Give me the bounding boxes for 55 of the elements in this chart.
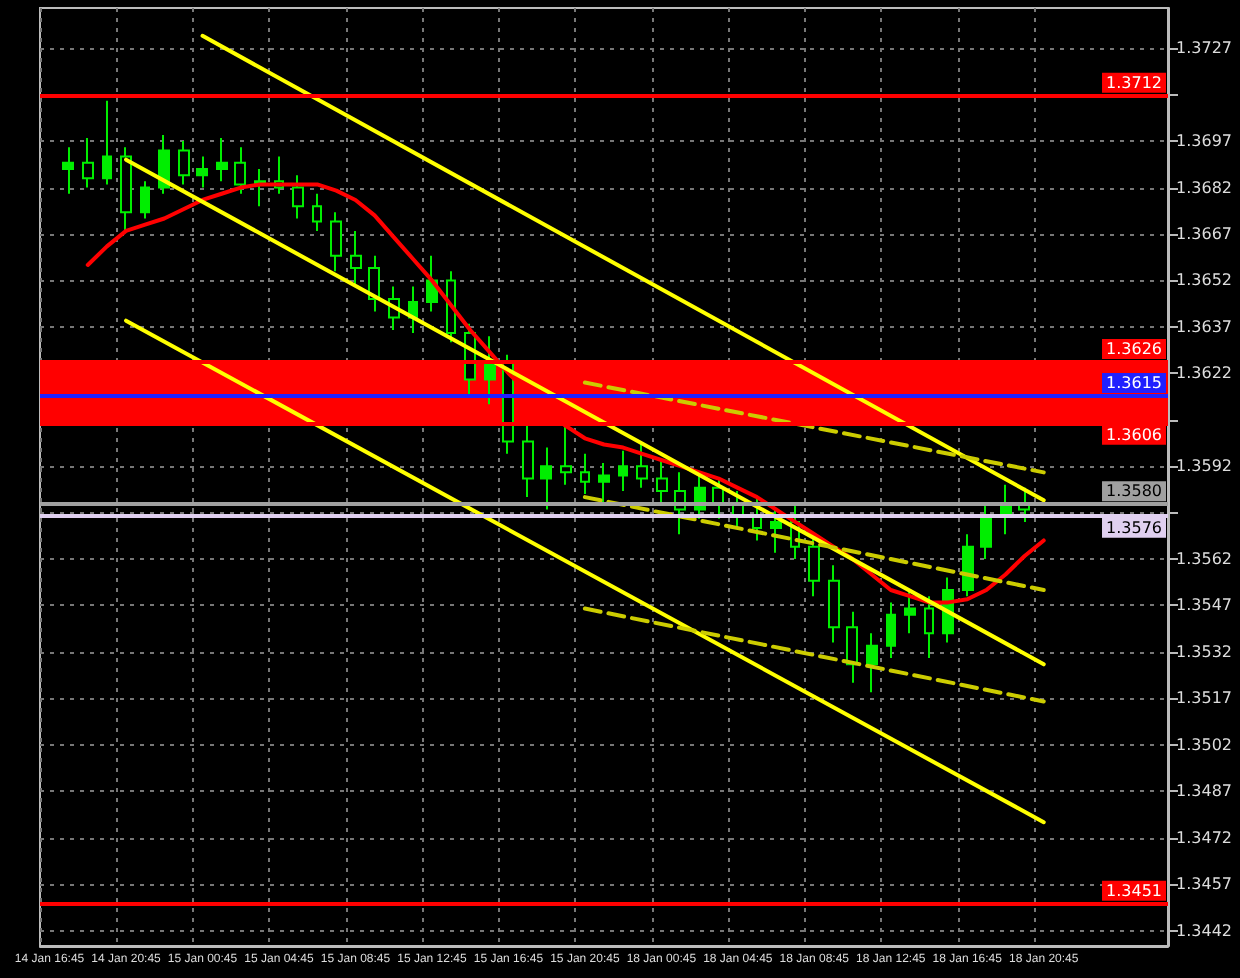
candlestick: [216, 137, 228, 183]
candlestick: [62, 146, 74, 195]
candlestick: [618, 449, 628, 492]
candlestick: [120, 146, 132, 232]
y-tick-label: 1.3487: [1176, 782, 1232, 801]
y-tick-label: 1.3727: [1176, 39, 1232, 58]
candlestick: [330, 211, 342, 273]
candlestick: [178, 140, 190, 186]
candlestick: [140, 180, 150, 220]
candlestick: [350, 229, 362, 288]
y-tick-label: 1.3457: [1176, 875, 1232, 894]
ref-line-label: 1.3626: [1106, 339, 1162, 358]
candlestick: [904, 588, 916, 635]
ref-line-label: 1.3451: [1106, 881, 1162, 900]
candlestick: [770, 508, 782, 554]
y-tick-label: 1.3697: [1176, 132, 1232, 151]
candlestick: [292, 174, 304, 220]
y-tick-label: 1.3682: [1176, 178, 1232, 197]
candlestick: [196, 155, 208, 189]
ref-line-label: 1.3576: [1106, 518, 1162, 537]
candlestick: [808, 533, 820, 598]
candlestick: [580, 452, 590, 496]
ref-line-label: 1.3615: [1106, 373, 1162, 392]
y-tick-label: 1.3472: [1176, 828, 1232, 847]
candlestick: [560, 424, 572, 486]
y-tick-label: 1.3667: [1176, 224, 1232, 243]
candlestick: [82, 137, 94, 189]
candlestick: [656, 458, 668, 505]
candlestick: [980, 502, 992, 561]
ref-line-label: 1.3606: [1106, 425, 1162, 444]
candlestick: [828, 564, 840, 644]
candlestick: [598, 462, 610, 505]
candlestick: [886, 601, 896, 660]
y-tick-label: 1.3517: [1176, 689, 1232, 708]
y-tick-label: 1.3502: [1176, 735, 1232, 754]
y-tick-label: 1.3442: [1176, 921, 1232, 940]
candlestick: [234, 146, 246, 195]
candlestick: [866, 632, 878, 694]
y-tick-label: 1.3547: [1176, 596, 1232, 615]
candlestick: [102, 99, 112, 186]
candlestick: [636, 440, 648, 489]
candlestick: [962, 533, 974, 598]
candlestick: [846, 610, 858, 684]
ref-line-label: 1.3712: [1106, 73, 1162, 92]
candlestick: [540, 446, 552, 511]
candlestick: [522, 421, 534, 499]
y-tick-label: 1.3652: [1176, 271, 1232, 290]
y-tick-label: 1.3592: [1176, 457, 1232, 476]
y-tick-label: 1.3562: [1176, 550, 1232, 569]
candlestick: [924, 595, 934, 660]
y-tick-label: 1.3622: [1176, 364, 1232, 383]
candlestick: [312, 192, 322, 232]
y-tick-label: 1.3532: [1176, 642, 1232, 661]
y-tick-label: 1.3637: [1176, 317, 1232, 336]
ref-line-label: 1.3580: [1106, 482, 1162, 501]
